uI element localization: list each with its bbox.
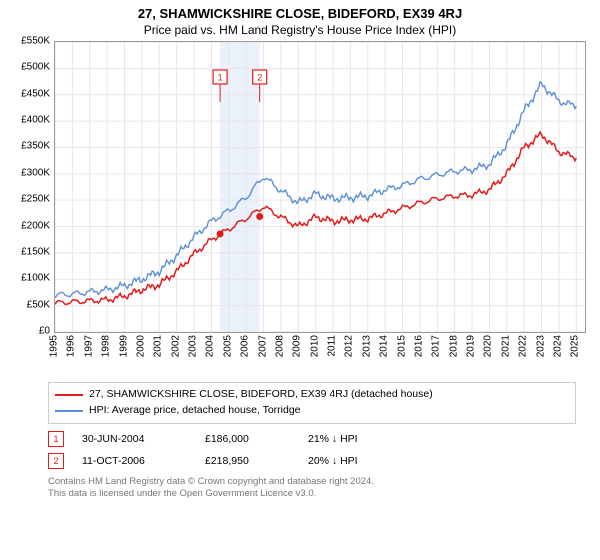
y-axis-labels: £0£50K£100K£150K£200K£250K£300K£350K£400… xyxy=(10,41,52,331)
y-tick-label: £500K xyxy=(21,62,50,73)
svg-text:2: 2 xyxy=(257,73,262,83)
x-tick-label: 2011 xyxy=(327,335,338,357)
x-tick-label: 2013 xyxy=(361,335,372,357)
subtitle: Price paid vs. HM Land Registry's House … xyxy=(10,23,590,37)
x-tick-label: 2005 xyxy=(222,335,233,357)
footer-line1: Contains HM Land Registry data © Crown c… xyxy=(48,476,576,489)
event-price: £218,950 xyxy=(205,455,290,467)
chart: £0£50K£100K£150K£200K£250K£300K£350K£400… xyxy=(10,41,590,376)
event-price: £186,000 xyxy=(205,433,290,445)
x-tick-label: 2025 xyxy=(570,335,581,357)
x-tick-label: 2012 xyxy=(344,335,355,357)
x-tick-label: 2018 xyxy=(448,335,459,357)
y-tick-label: £300K xyxy=(21,167,50,178)
x-tick-label: 2017 xyxy=(431,335,442,357)
x-tick-label: 2006 xyxy=(240,335,251,357)
x-tick-label: 2024 xyxy=(552,335,563,357)
x-tick-label: 2002 xyxy=(170,335,181,357)
x-tick-label: 2016 xyxy=(413,335,424,357)
event-row: 1 30-JUN-2004 £186,000 21% ↓ HPI xyxy=(48,428,576,450)
legend-label: HPI: Average price, detached house, Torr… xyxy=(89,403,301,419)
x-tick-label: 2015 xyxy=(396,335,407,357)
x-tick-label: 2004 xyxy=(205,335,216,357)
x-tick-label: 1999 xyxy=(118,335,129,357)
x-tick-label: 1996 xyxy=(66,335,77,357)
x-tick-label: 1997 xyxy=(83,335,94,357)
event-date: 11-OCT-2006 xyxy=(82,455,187,467)
page-title: 27, SHAMWICKSHIRE CLOSE, BIDEFORD, EX39 … xyxy=(10,6,590,21)
event-row: 2 11-OCT-2006 £218,950 20% ↓ HPI xyxy=(48,450,576,472)
event-badge: 1 xyxy=(48,431,64,447)
x-tick-label: 2022 xyxy=(518,335,529,357)
y-tick-label: £200K xyxy=(21,220,50,231)
x-tick-label: 2010 xyxy=(309,335,320,357)
svg-text:1: 1 xyxy=(218,73,223,83)
y-tick-label: £100K xyxy=(21,273,50,284)
legend-row: 27, SHAMWICKSHIRE CLOSE, BIDEFORD, EX39 … xyxy=(55,387,569,403)
x-tick-label: 2000 xyxy=(135,335,146,357)
x-tick-label: 2009 xyxy=(292,335,303,357)
legend-swatch xyxy=(55,410,83,412)
legend: 27, SHAMWICKSHIRE CLOSE, BIDEFORD, EX39 … xyxy=(48,382,576,424)
x-tick-label: 2003 xyxy=(188,335,199,357)
y-tick-label: £50K xyxy=(27,299,50,310)
x-tick-label: 2020 xyxy=(483,335,494,357)
x-tick-label: 2007 xyxy=(257,335,268,357)
y-tick-label: £250K xyxy=(21,194,50,205)
x-tick-label: 2014 xyxy=(379,335,390,357)
x-axis-labels: 1995199619971998199920002001200220032004… xyxy=(54,331,584,371)
x-tick-label: 1995 xyxy=(49,335,60,357)
x-tick-label: 2008 xyxy=(274,335,285,357)
legend-row: HPI: Average price, detached house, Torr… xyxy=(55,403,569,419)
legend-swatch xyxy=(55,394,83,396)
event-diff: 20% ↓ HPI xyxy=(308,455,408,467)
legend-label: 27, SHAMWICKSHIRE CLOSE, BIDEFORD, EX39 … xyxy=(89,387,433,403)
event-date: 30-JUN-2004 xyxy=(82,433,187,445)
x-tick-label: 1998 xyxy=(101,335,112,357)
y-tick-label: £550K xyxy=(21,36,50,47)
footer-line2: This data is licensed under the Open Gov… xyxy=(48,488,576,501)
events-table: 1 30-JUN-2004 £186,000 21% ↓ HPI 2 11-OCT-200… xyxy=(48,428,576,472)
y-tick-label: £150K xyxy=(21,246,50,257)
y-tick-label: £400K xyxy=(21,115,50,126)
plot-area: 12 xyxy=(54,41,586,333)
footer-attribution: Contains HM Land Registry data © Crown c… xyxy=(48,476,576,502)
x-tick-label: 2001 xyxy=(153,335,164,357)
y-tick-label: £450K xyxy=(21,88,50,99)
x-tick-label: 2019 xyxy=(466,335,477,357)
x-tick-label: 2023 xyxy=(535,335,546,357)
y-tick-label: £350K xyxy=(21,141,50,152)
event-badge: 2 xyxy=(48,453,64,469)
event-diff: 21% ↓ HPI xyxy=(308,433,408,445)
x-tick-label: 2021 xyxy=(500,335,511,357)
